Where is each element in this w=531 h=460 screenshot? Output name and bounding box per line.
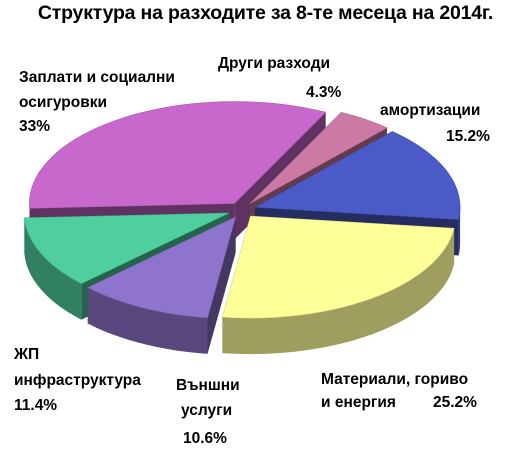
label-railway-line2: инфраструктура — [14, 372, 141, 389]
label-other-expenses-percent: 4.3% — [306, 84, 342, 101]
pie-slice-1 — [222, 215, 455, 319]
pie-slice-4 — [29, 101, 327, 209]
slice-side-0-0 — [458, 207, 461, 256]
label-materials: Материали, гориво — [321, 371, 469, 388]
label-salaries-line2: осигуровки — [19, 94, 108, 111]
label-amortization-percent: 15.2% — [446, 128, 490, 145]
chart-title: Структура на разходите за 8-те месеца на… — [37, 2, 494, 24]
label-external-services-percent: 10.6% — [183, 430, 227, 447]
label-salaries: Заплати и социални — [19, 69, 175, 86]
pie-slice-2 — [87, 216, 237, 319]
slice-side-2-0 — [87, 287, 208, 354]
label-salaries-percent: 33% — [19, 118, 51, 135]
label-railway: ЖП — [14, 346, 40, 363]
pie-slice-5 — [249, 111, 388, 204]
pie-slice-3 — [24, 212, 230, 285]
label-other-expenses: Други разходи — [218, 55, 331, 72]
slice-side-3-0 — [24, 217, 82, 320]
slice-side-1-0 — [222, 228, 455, 355]
label-external-services-line2: услуги — [181, 402, 233, 419]
label-materials-percent: 25.2% — [433, 394, 477, 411]
label-materials-line2: и енергия — [321, 394, 396, 411]
slice-tops — [24, 101, 461, 319]
label-railway-percent: 11.4% — [14, 397, 58, 414]
label-amortization: амортизации — [380, 102, 481, 119]
label-external-services: Външни — [176, 377, 240, 394]
pie-slice-0 — [254, 131, 461, 220]
